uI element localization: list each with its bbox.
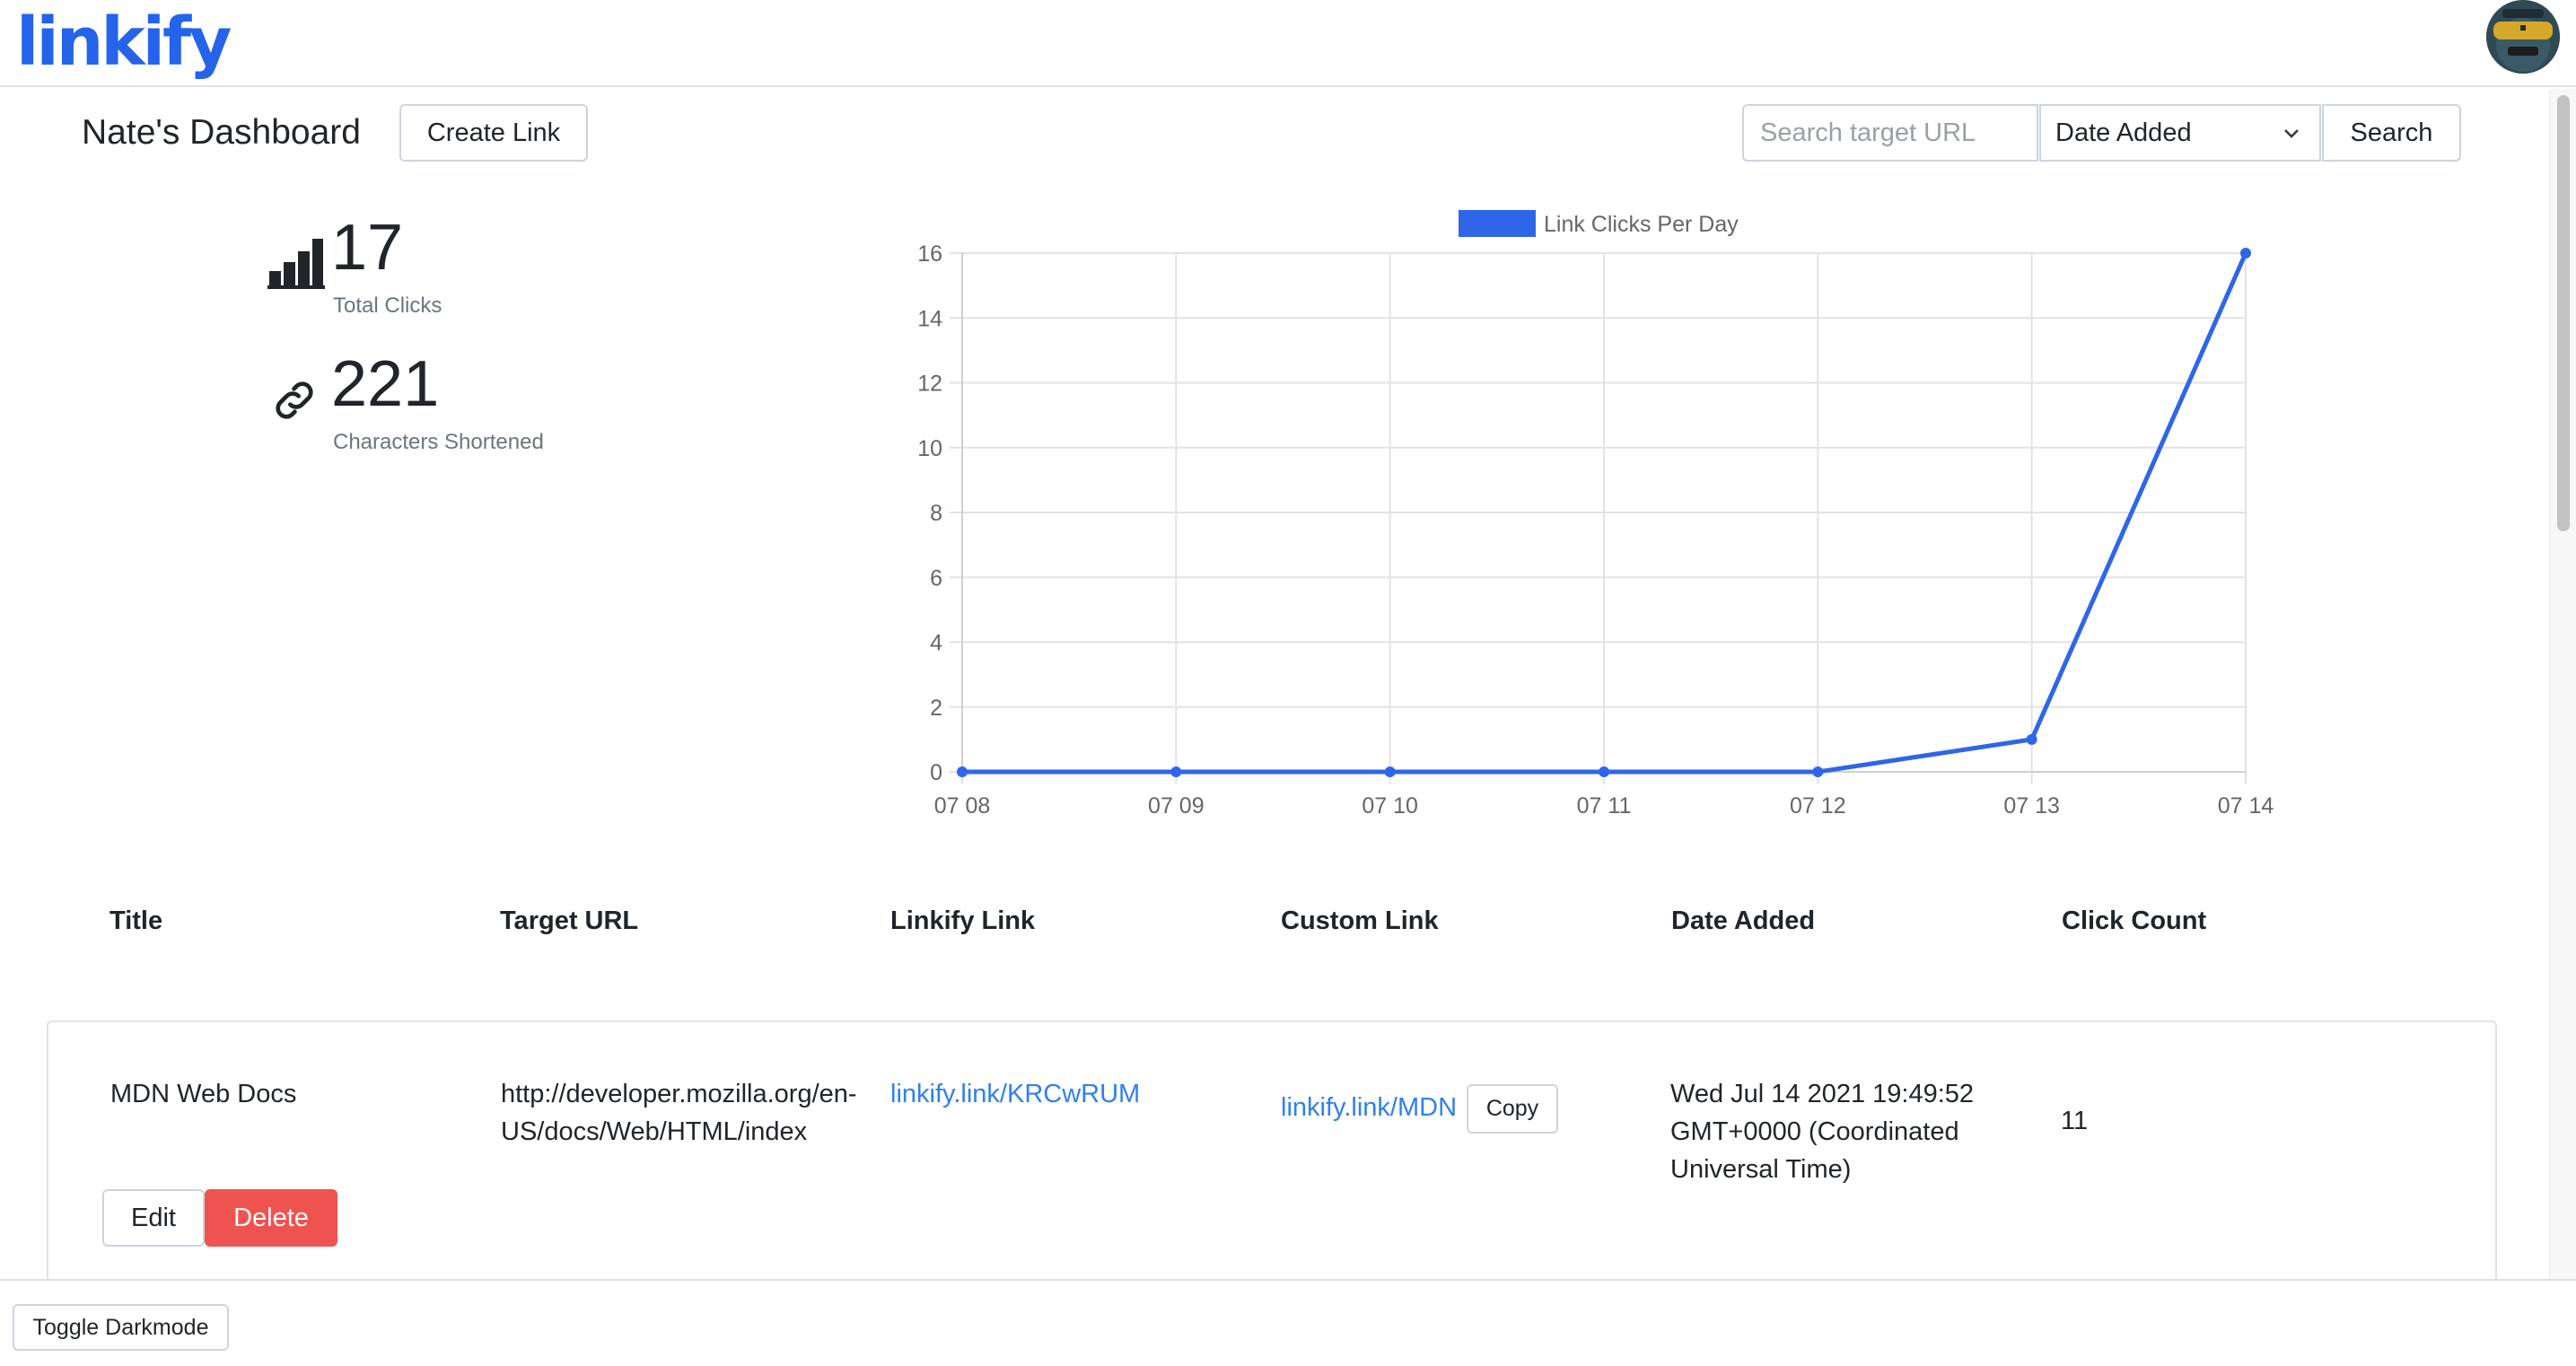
legend-label: Link Clicks Per Day — [1544, 212, 1739, 237]
search-input[interactable]: Search target URL — [1742, 104, 2038, 162]
y-tick-label: 14 — [917, 306, 942, 331]
series-points — [957, 248, 2251, 777]
header-date-added[interactable]: Date Added — [1671, 906, 1816, 935]
x-tick-label: 07 10 — [1362, 793, 1418, 819]
row-click-count: 11 — [2061, 1107, 2089, 1135]
row-date-line2: GMT+0000 (Coordinated — [1670, 1117, 1959, 1146]
data-point[interactable] — [2026, 733, 2037, 745]
header-click-count[interactable]: Click Count — [2062, 906, 2207, 935]
copy-button[interactable]: Copy — [1467, 1084, 1558, 1134]
row-target-url: http://developer.mozilla.org/en- US/docs… — [501, 1075, 857, 1151]
page-title: Nate's Dashboard — [82, 113, 361, 152]
chevron-down-icon — [2284, 129, 2299, 138]
row-title: MDN Web Docs — [110, 1080, 297, 1108]
toggle-darkmode-button[interactable]: Toggle Darkmode — [13, 1304, 229, 1351]
x-tick-label: 07 08 — [934, 793, 991, 819]
delete-button[interactable]: Delete — [205, 1189, 337, 1247]
row-linkify-link[interactable]: linkify.link/KRCwRUM — [890, 1080, 1141, 1108]
data-point[interactable] — [1170, 766, 1182, 777]
header-linkify-link[interactable]: Linkify Link — [890, 906, 1036, 935]
scrollbar-thumb[interactable] — [2557, 95, 2570, 531]
row-date-added: Wed Jul 14 2021 19:49:52 GMT+0000 (Coord… — [1670, 1075, 1974, 1188]
x-tick-label: 07 09 — [1148, 793, 1205, 819]
x-tick-label: 07 13 — [2003, 793, 2060, 819]
chart-x-ticks: 07 08 07 09 07 10 07 11 07 12 07 13 07 14 — [934, 793, 2274, 819]
create-link-button[interactable]: Create Link — [399, 104, 588, 162]
sort-select-value: Date Added — [2055, 118, 2192, 147]
bar-chart-icon — [267, 239, 325, 289]
row-custom-link[interactable]: linkify.link/MDN — [1281, 1093, 1458, 1122]
total-clicks-value: 17 — [331, 212, 404, 284]
chart-grid — [950, 252, 2247, 784]
y-tick-label: 12 — [917, 372, 942, 397]
x-tick-label: 07 11 — [1577, 793, 1632, 819]
header-custom-link[interactable]: Custom Link — [1281, 906, 1439, 935]
sort-select[interactable]: Date Added — [2039, 104, 2321, 162]
row-date-line3: Universal Time) — [1670, 1155, 1852, 1184]
row-target-url-line1: http://developer.mozilla.org/en- — [501, 1080, 857, 1108]
characters-shortened-value: 221 — [331, 348, 440, 420]
data-point[interactable] — [957, 766, 968, 777]
characters-shortened-label: Characters Shortened — [333, 430, 544, 454]
x-tick-label: 07 12 — [1790, 793, 1846, 819]
y-tick-label: 16 — [917, 241, 942, 267]
y-tick-label: 0 — [930, 760, 942, 785]
top-navbar: linkify — [0, 0, 2576, 87]
avatar-icon — [2486, 0, 2560, 74]
row-target-url-line2: US/docs/Web/HTML/index — [501, 1117, 808, 1146]
brand-logo[interactable]: linkify — [16, 4, 232, 81]
data-point[interactable] — [1384, 766, 1396, 777]
total-clicks-label: Total Clicks — [333, 293, 442, 318]
footer-bar — [0, 1279, 2576, 1366]
search-button[interactable]: Search — [2322, 104, 2461, 162]
y-tick-label: 4 — [930, 631, 942, 656]
row-date-line1: Wed Jul 14 2021 19:49:52 — [1670, 1080, 1975, 1108]
x-tick-label: 07 14 — [2218, 793, 2274, 819]
user-avatar[interactable] — [2486, 0, 2560, 74]
header-title[interactable]: Title — [110, 906, 163, 935]
y-tick-label: 10 — [917, 436, 942, 461]
link-icon — [276, 381, 313, 419]
y-tick-label: 2 — [930, 696, 942, 721]
data-point[interactable] — [2240, 248, 2251, 258]
chart-y-ticks: 0 2 4 6 8 10 12 14 16 — [917, 241, 942, 785]
edit-button[interactable]: Edit — [102, 1189, 205, 1247]
data-point[interactable] — [1599, 766, 1609, 777]
y-tick-label: 6 — [930, 565, 942, 591]
legend-swatch — [1459, 210, 1536, 237]
data-point[interactable] — [1812, 766, 1824, 777]
y-tick-label: 8 — [930, 501, 942, 526]
header-target-url[interactable]: Target URL — [500, 906, 639, 935]
